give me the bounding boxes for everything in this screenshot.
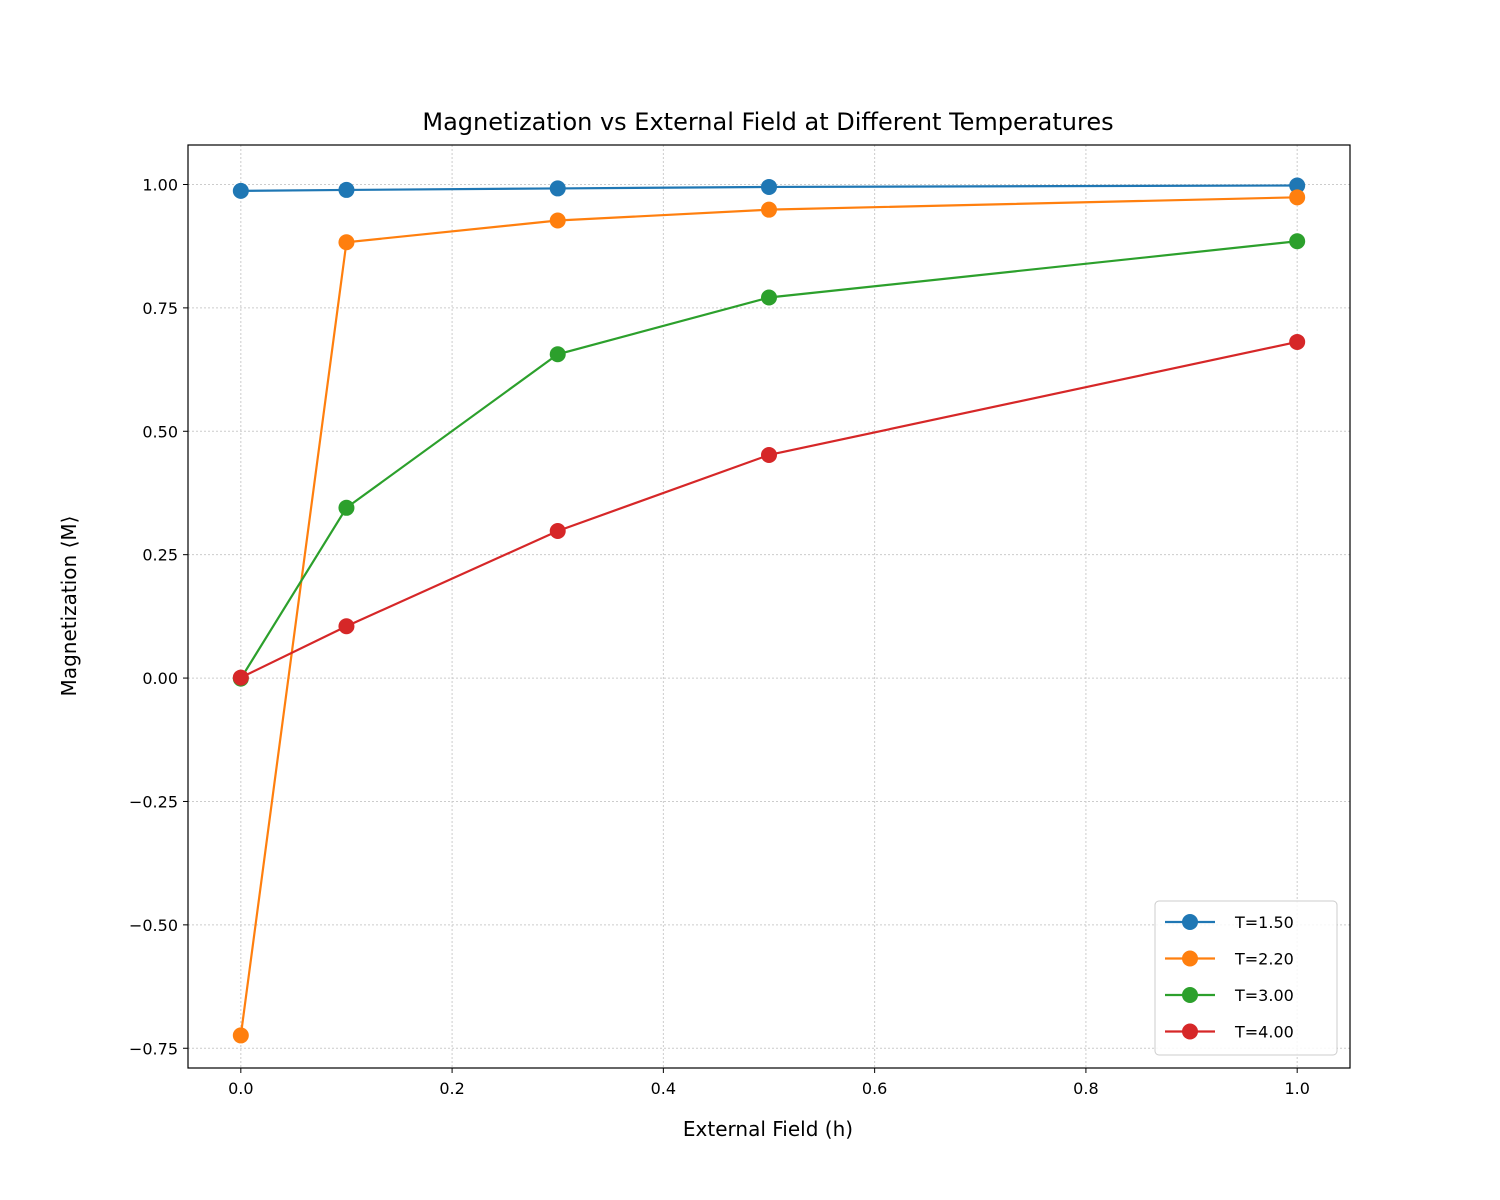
legend-label: T=2.20 <box>1234 950 1294 969</box>
data-point <box>761 289 777 306</box>
y-axis-label: Magnetization ⟨M⟩ <box>57 516 81 697</box>
data-point <box>338 618 355 635</box>
data-point <box>761 201 777 218</box>
y-tick-label: 0.75 <box>142 299 178 318</box>
legend-item: T=2.20 <box>1165 950 1294 969</box>
x-axis-ticks: 0.0 0.2 0.4 0.6 0.8 1.0 <box>228 1068 1310 1098</box>
x-tick-label: 0.2 <box>439 1079 464 1098</box>
legend-item: T=1.50 <box>1165 913 1294 932</box>
data-point <box>761 446 777 463</box>
series-lines <box>232 177 1306 1044</box>
x-axis-label: External Field (h) <box>683 1117 853 1141</box>
legend-label: T=3.00 <box>1234 986 1294 1005</box>
y-axis-ticks: −0.75 −0.50 −0.25 0.00 0.25 0.50 0.75 1.00 <box>129 175 188 1058</box>
data-point <box>761 178 777 195</box>
y-tick-label: 1.00 <box>142 175 178 194</box>
data-point <box>338 234 355 251</box>
data-point <box>232 182 249 199</box>
y-tick-label: −0.50 <box>129 916 178 935</box>
chart-title: Magnetization vs External Field at Diffe… <box>422 108 1113 136</box>
x-tick-label: 0.8 <box>1073 1079 1098 1098</box>
legend-label: T=1.50 <box>1234 913 1294 932</box>
data-point <box>338 181 355 198</box>
data-point <box>338 499 355 516</box>
x-tick-label: 0.4 <box>651 1079 676 1098</box>
y-tick-label: 0.00 <box>142 669 178 688</box>
y-tick-label: 0.25 <box>142 546 178 565</box>
y-tick-label: −0.75 <box>129 1039 178 1058</box>
data-point <box>1289 233 1306 250</box>
x-tick-label: 1.0 <box>1284 1079 1309 1098</box>
data-point <box>232 1027 249 1044</box>
legend-box <box>1154 900 1338 1056</box>
x-tick-label: 0.6 <box>862 1079 887 1098</box>
data-point <box>549 522 566 539</box>
data-point <box>549 346 566 363</box>
y-tick-label: 0.50 <box>142 422 178 441</box>
data-point <box>1289 333 1306 350</box>
series-T=2.20 <box>232 189 1306 1044</box>
legend-marker <box>1182 950 1198 967</box>
legend-marker <box>1182 1023 1198 1040</box>
x-tick-label: 0.0 <box>228 1079 253 1098</box>
data-point <box>232 669 249 686</box>
data-point <box>549 180 566 197</box>
legend-item: T=3.00 <box>1165 986 1294 1005</box>
series-line <box>240 340 1298 679</box>
series-T=4.00 <box>232 333 1306 686</box>
data-point <box>1289 177 1306 194</box>
legend: T=1.50 T=2.20 T=3.00 T=4.00 <box>1154 900 1338 1056</box>
legend-marker <box>1182 914 1198 930</box>
legend-marker <box>1182 987 1198 1003</box>
legend-label: T=4.00 <box>1234 1023 1294 1042</box>
y-tick-label: −0.25 <box>129 792 178 811</box>
data-point <box>1289 189 1306 206</box>
legend-item: T=4.00 <box>1165 1023 1294 1042</box>
data-point <box>549 212 566 229</box>
series-T=1.50 <box>232 177 1306 199</box>
series-line <box>239 196 1298 1036</box>
plot-frame <box>187 144 1351 1069</box>
